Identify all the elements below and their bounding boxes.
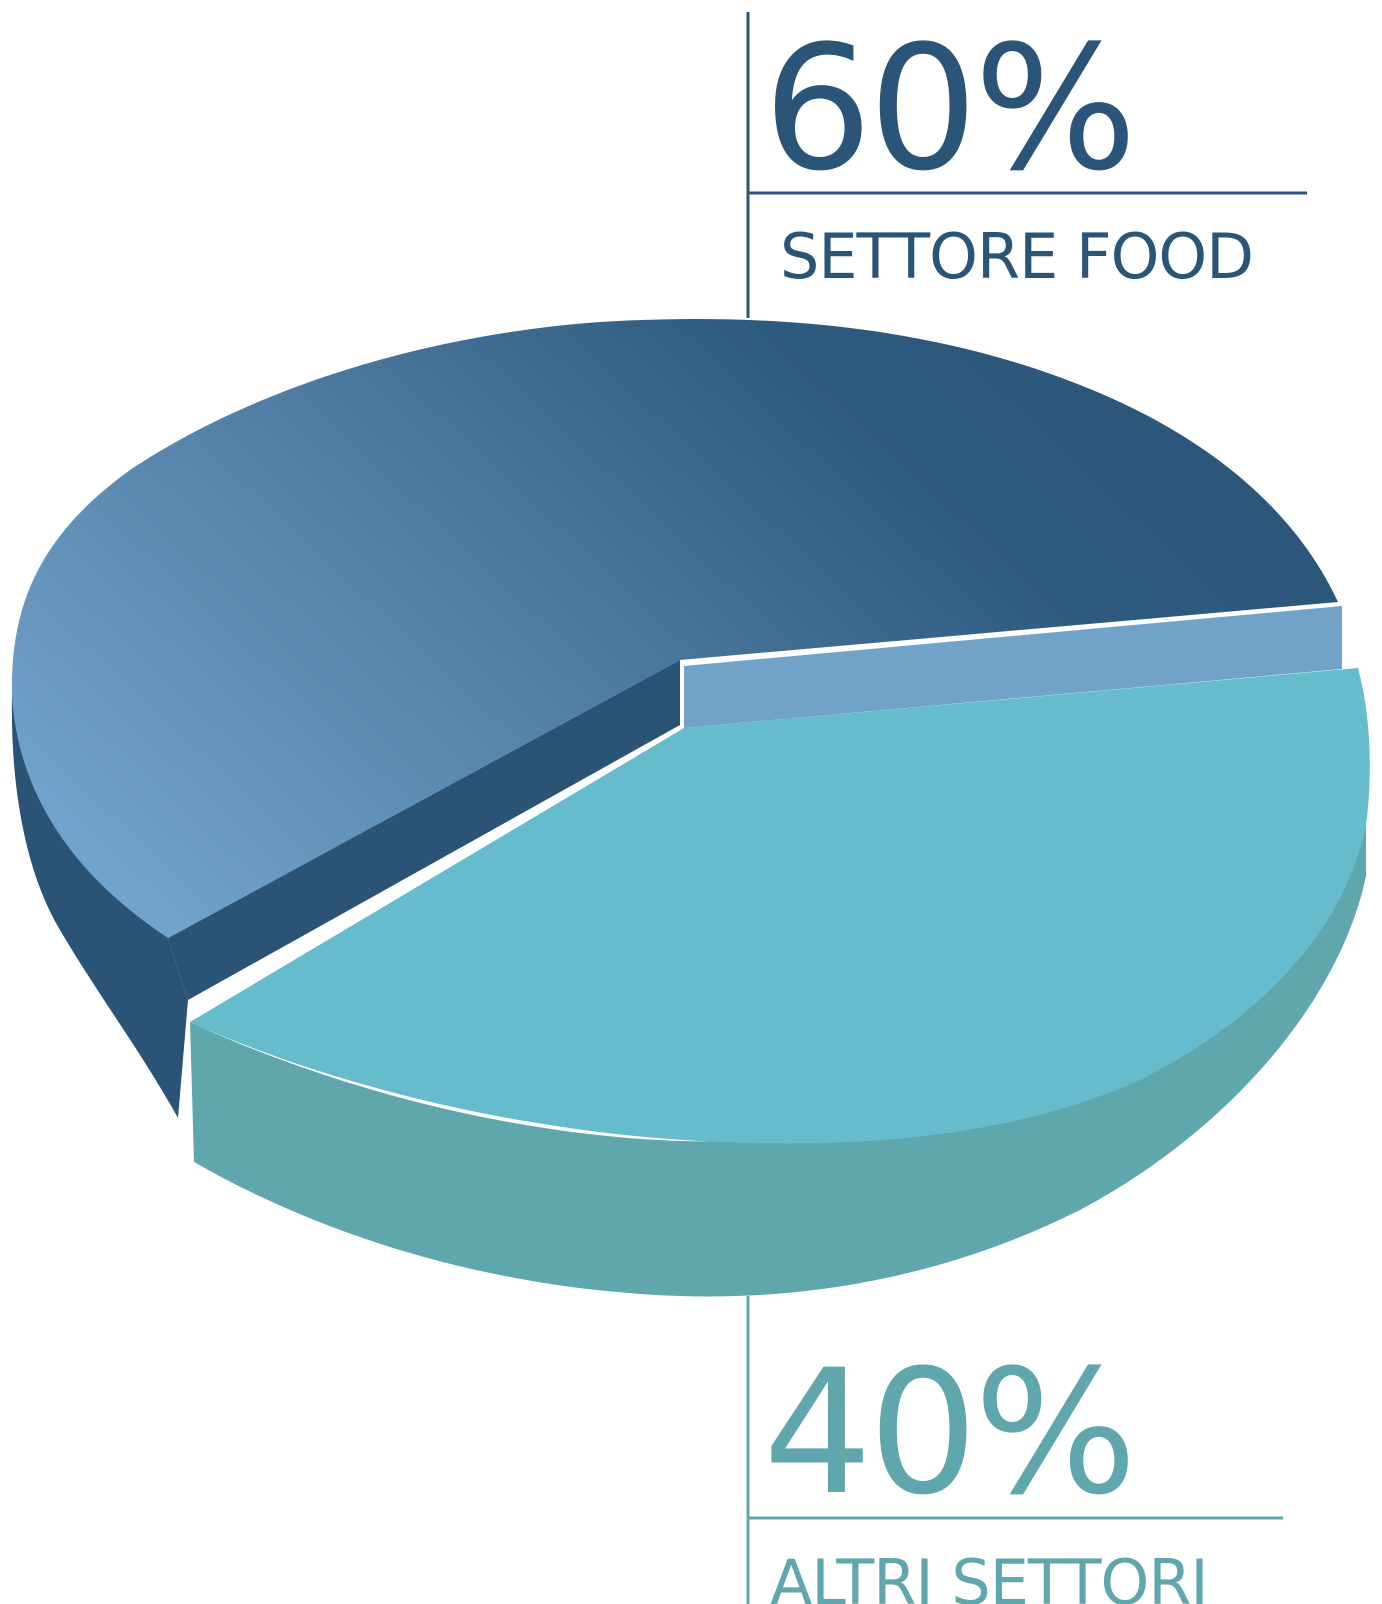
- altri-category-label: ALTRI SETTORI: [770, 1546, 1208, 1604]
- annotation-settore-food: 60% SETTORE FOOD: [746, 8, 1307, 318]
- annotation-altri-settori: 40% ALTRI SETTORI: [746, 1296, 1283, 1604]
- altri-slice-inner-wall: [684, 606, 1342, 728]
- altri-slice-side: [190, 825, 1366, 1297]
- food-category-label: SETTORE FOOD: [780, 220, 1253, 293]
- pie-slice-settore-food: [11, 318, 1338, 1118]
- food-percentage: 60%: [763, 8, 1133, 209]
- food-slice-top: [11, 318, 1338, 938]
- altri-slice-top: [190, 668, 1370, 1144]
- food-slice-cut-wall: [168, 660, 680, 1000]
- altri-percentage: 40%: [763, 1332, 1133, 1533]
- pie-slice-altri-settori: [190, 606, 1370, 1297]
